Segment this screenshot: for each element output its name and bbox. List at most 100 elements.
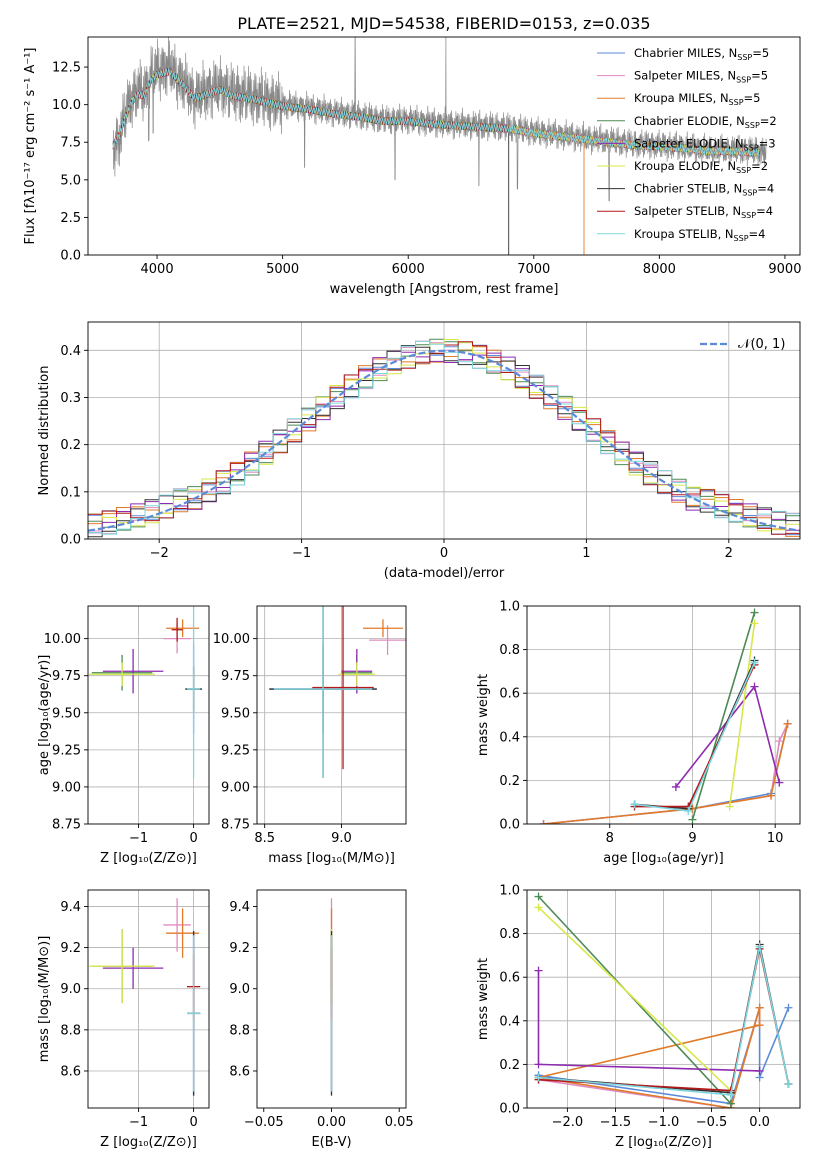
residuals-ytick-label: 0.3 [60,391,81,406]
age_vs_Z-plot-area [88,606,209,824]
mass_vs_EBV-ytick-label: 8.8 [229,1023,250,1038]
weight_vs_age-ytick-label: 0.4 [499,730,520,745]
legend-label-subscript: SSP [745,121,760,130]
weight_vs_age-point-marker [750,682,759,691]
weight_vs_Z-point-marker [784,1003,793,1012]
spectrum-panel: 4000 5000 6000 7000 8000 9000 0.0 2.5 5.0 7.5 10.0… [23,36,801,297]
age_vs_Z-xtick-label: −1 [129,831,148,846]
weight_vs_age-xtick-label: 10 [767,831,784,846]
histogram-legend: 𝒩(0, 1) [700,337,785,352]
weight_vs_age-point-marker [684,806,693,815]
weight_vs_age-frame [526,605,801,825]
weight_vs_age-ytick-label: 0.8 [499,643,520,658]
residuals-ytick-label: 0.2 [60,438,81,453]
weight_vs_age-panel: 8 9 10 0.0 0.2 0.4 0.6 0.8 1.0 age [log₁₀(age/yr)… [476,600,801,866]
legend-label: Salpeter STELIB, NSSP=4 [634,204,773,220]
legend-label-text: Salpeter ELODIE, N [634,136,744,150]
residuals-ytick-label: 0.4 [60,344,81,359]
weight_vs_Z-point-marker [726,1099,735,1108]
mass_vs_EBV-ytick-label: 8.6 [229,1064,250,1079]
mass_vs_Z-xtick-label: 0 [189,1115,197,1130]
weight_vs_Z-point-marker [534,1060,543,1069]
spectrum-frame [87,36,801,256]
legend-label-text: Chabrier MILES, N [634,46,737,60]
spectrum-ytick-label: 12.5 [52,61,81,76]
weight_vs_age-point-marker [750,608,759,617]
residuals-ytick-label: 0.0 [60,533,81,548]
weight_vs_Z-xtick-label: −1.5 [600,1115,632,1130]
legend-label-subscript: SSP [734,234,749,243]
weight_vs_age-point-marker [539,820,548,824]
age_vs_Z-xtick-label: 0 [189,831,197,846]
weight_vs_Z-ytick-label: 1.0 [499,884,520,899]
weight_vs_Z-ytick-label: 0.6 [499,971,520,986]
age_vs_Z-xlabel: Z [log₁₀(Z/Z⊙)] [100,851,197,866]
weight_vs_Z-xtick-label: −1.0 [648,1115,680,1130]
mass_vs_Z-ytick-label: 9.2 [60,941,81,956]
spectrum-xtick-label: 8000 [643,262,676,277]
weight_vs_age-point-marker [688,815,697,824]
weight_vs_age-xtick-label: 8 [606,831,614,846]
mass_vs_Z-plot-area [88,890,209,1108]
residuals-xtick-label: −2 [150,546,169,561]
weight_vs_Z-ytick-label: 0.0 [499,1102,520,1117]
legend-label-subscript: SSP [736,76,751,85]
weight_vs_age-point-marker [767,791,776,800]
age_vs_Z-ytick-label: 9.50 [52,706,81,721]
spectrum-model-line [112,67,761,157]
histogram-steps [88,340,800,535]
legend-label: Kroupa MILES, NSSP=5 [634,91,760,107]
gaussian-reference-curve [88,349,800,532]
legend-label: Chabrier ELODIE, NSSP=2 [634,114,777,130]
legend-label: Chabrier STELIB, NSSP=4 [634,182,774,198]
residuals-xtick-label: 1 [582,546,590,561]
weight_vs_age-ytick-label: 0.2 [499,774,520,789]
weight_vs_age-series-line [543,723,789,824]
age_vs_mass-ytick-label: 9.75 [221,669,250,684]
legend-label-subscript: SSP [742,189,757,198]
age_vs_mass-ytick-label: 9.50 [221,706,250,721]
age_vs_mass-xlabel: mass [log₁₀(M/M⊙)] [268,851,395,866]
legend-label-suffix: =5 [744,91,761,105]
legend-label-text: Chabrier STELIB, N [634,182,742,196]
figure-title: PLATE=2521, MJD=54538, FIBERID=0153, z=0… [237,14,650,33]
residuals-ylabel: Normed distribution [37,366,52,496]
mass_vs_Z-ytick-label: 8.6 [60,1064,81,1079]
mass_vs_EBV-xtick-label: 0.05 [385,1115,414,1130]
weight_vs_age-point-marker [750,658,759,667]
mass_vs_Z-ytick-label: 9.4 [60,900,81,915]
weight_vs_Z-ytick-label: 0.4 [499,1014,520,1029]
weight_vs_Z-xtick-label: −2.0 [552,1115,584,1130]
legend-label-suffix: =4 [749,227,766,241]
weight_vs_Z-ytick-label: 0.2 [499,1058,520,1073]
mass_vs_Z-ytick-label: 9.0 [60,982,81,997]
weight_vs_age-point-marker [671,782,680,791]
mass_vs_EBV-ytick-label: 9.0 [229,982,250,997]
weight_vs_Z-ylabel: mass weight [476,958,491,1040]
residuals-plot-area [88,322,800,539]
spectrum-xtick-label: 4000 [141,262,174,277]
weight_vs_age-point-marker [775,737,784,746]
spectrum-ytick-label: 0.0 [60,249,81,264]
weight_vs_age-point-marker [725,802,734,811]
legend-label-subscript: SSP [737,53,752,62]
age_vs_mass-frame [256,605,407,825]
legend-label-text: Kroupa MILES, N [634,91,729,105]
mass_vs_Z-ylabel: mass [log₁₀(M/M⊙)] [37,936,52,1063]
mass_vs_Z-panel: −1 0 8.6 8.8 9.0 9.2 9.4 Z [log₁₀(Z/Z⊙)] mass [l… [37,889,210,1150]
legend-label-subscript: SSP [741,211,756,220]
legend-label: Kroupa STELIB, NSSP=4 [634,227,765,243]
panels: 4000 5000 6000 7000 8000 90000.02.55.07.510.0… [23,36,801,1150]
age_vs_Z-ytick-label: 8.75 [52,818,81,833]
residuals-xtick-label: 2 [725,546,733,561]
spectrum-xlabel: wavelength [Angstrom, rest frame] [330,282,559,297]
weight_vs_age-plot-area [527,606,800,824]
legend-label-suffix: =2 [751,159,768,173]
weight_vs_Z-point-marker [534,903,543,912]
spectrum-ytick-label: 7.5 [60,136,81,151]
spectrum-ytick-label: 2.5 [60,211,81,226]
residuals-xtick-label: 0 [440,546,448,561]
weight_vs_age-series-line [634,664,756,808]
